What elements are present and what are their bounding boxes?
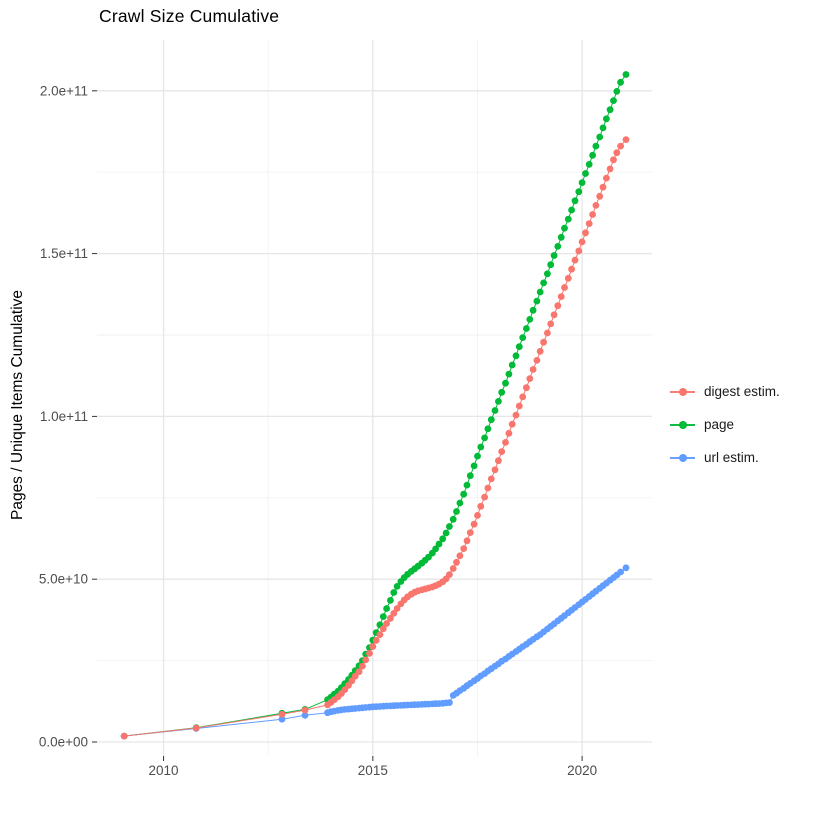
legend-item-digest-estim: digest estim. [670,375,780,408]
legend-label: digest estim. [704,384,780,399]
y-tick-label: 1.5e+11 [40,246,88,261]
grid-minor [97,40,652,756]
x-tick-label: 2010 [149,763,179,778]
x-tick-label: 2020 [567,763,597,778]
grid-major [97,40,652,756]
axis-ticks [92,90,583,761]
legend-key-icon [670,450,695,465]
x-tick-label: 2015 [358,763,388,778]
legend-label: url estim. [704,450,759,465]
y-tick-label: 0.0e+00 [39,734,88,749]
x-tick-labels: 2010 2015 2020 [149,763,598,778]
chart-title: Crawl Size Cumulative [99,6,280,26]
series-digest-estim [120,136,630,740]
series-url-estim [120,564,630,740]
y-tick-label: 5.0e+10 [39,572,88,587]
y-tick-label: 2.0e+11 [40,83,88,98]
y-tick-label: 1.0e+11 [40,409,88,424]
y-tick-labels: 0.0e+00 5.0e+10 1.0e+11 1.5e+11 2.0e+11 [39,83,88,749]
legend-item-url-estim: url estim. [670,441,780,474]
legend-key-icon [670,417,695,432]
series-page [120,71,630,740]
legend-item-page: page [670,408,780,441]
legend: digest estim. page url estim. [670,375,780,474]
legend-label: page [704,417,735,432]
legend-key-icon [670,384,695,399]
